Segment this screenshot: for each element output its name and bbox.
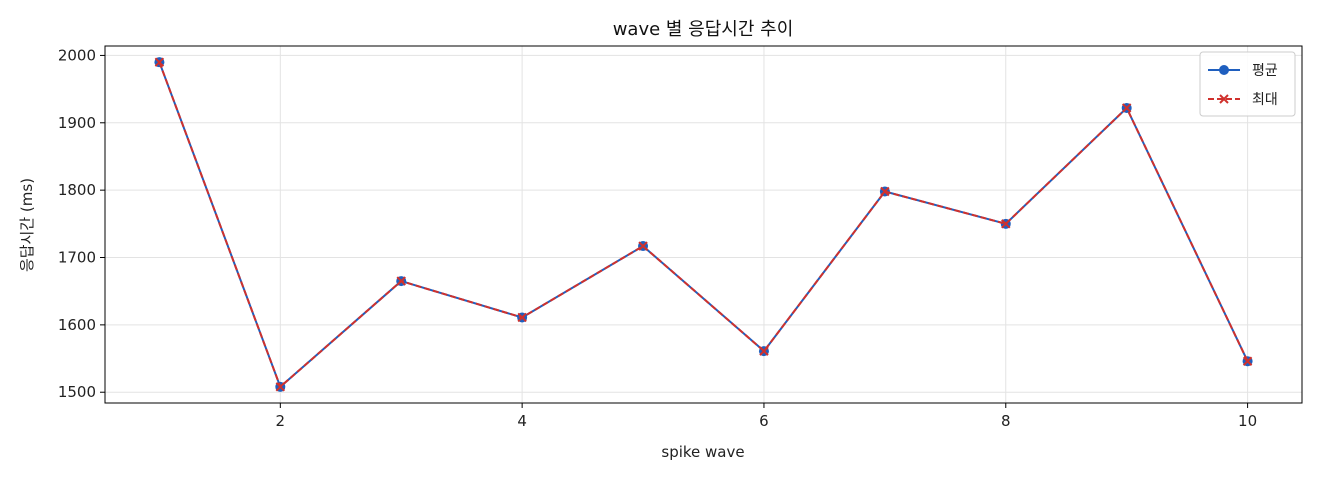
- x-tick-label: 8: [1001, 412, 1011, 430]
- data-point: [1001, 219, 1011, 229]
- axis-ticks: 2 4 6 8 10 1500 1600 1700 1800 1900 2000: [58, 46, 1257, 430]
- data-point: [517, 312, 527, 323]
- chart-title: wave 별 응답시간 추이: [613, 19, 794, 40]
- legend-label: 평균: [1252, 63, 1278, 79]
- data-point: [759, 346, 769, 356]
- series-2: [154, 57, 1253, 392]
- data-point: [638, 241, 648, 251]
- x-tick-label: 6: [759, 412, 769, 430]
- data-point: [1242, 356, 1253, 366]
- y-tick-label: 1700: [58, 249, 96, 267]
- y-tick-label: 1900: [58, 114, 96, 132]
- series-line: [158, 61, 1249, 388]
- legend-marker: [1219, 65, 1229, 75]
- legend-box: [1199, 51, 1296, 117]
- data-point: [396, 276, 406, 286]
- y-tick-label: 1600: [58, 316, 96, 334]
- x-tick-label: 2: [276, 412, 286, 430]
- x-tick-label: 4: [517, 412, 527, 430]
- data-point: [1121, 103, 1132, 113]
- y-tick-label: 1800: [58, 181, 96, 199]
- grid-lines: [105, 46, 1302, 403]
- data-series: [154, 57, 1253, 392]
- data-point: [154, 57, 165, 67]
- plot-frame: [104, 45, 1303, 404]
- legend-label: 최대: [1252, 92, 1278, 108]
- data-point: [275, 382, 286, 392]
- y-axis-label: 응답시간 (ms): [18, 178, 36, 272]
- x-axis-label: spike wave: [661, 443, 744, 461]
- x-tick-label: 10: [1238, 412, 1257, 430]
- series-line: [158, 61, 1249, 388]
- y-tick-label: 1500: [58, 383, 96, 401]
- series-1: [154, 57, 1253, 392]
- data-point: [880, 186, 890, 197]
- legend-marker: [1219, 94, 1229, 104]
- y-tick-label: 2000: [58, 46, 96, 64]
